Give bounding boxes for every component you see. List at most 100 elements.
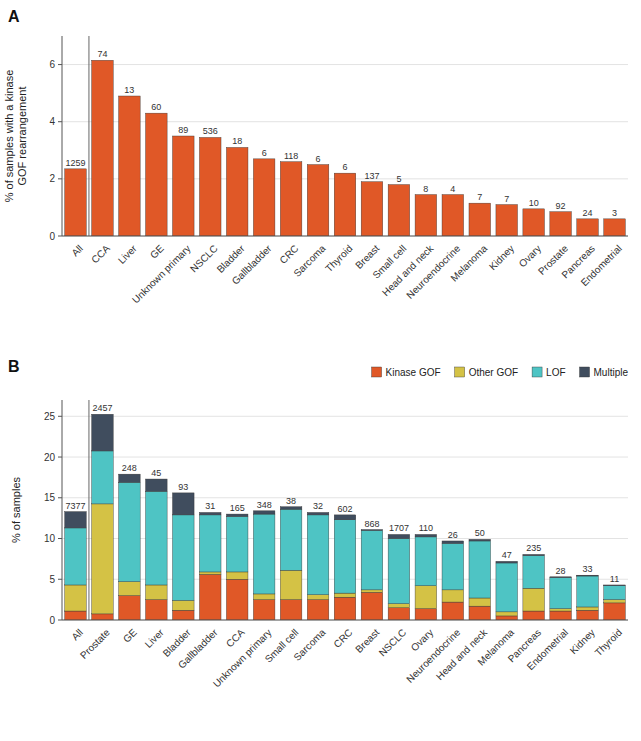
count-label: 8 xyxy=(423,184,428,194)
bar xyxy=(361,590,383,592)
bar xyxy=(253,514,275,594)
bar xyxy=(577,575,599,577)
count-label: 118 xyxy=(284,151,298,161)
category-label: CCA xyxy=(224,627,247,650)
count-label: 348 xyxy=(257,500,272,510)
tick-label: 20 xyxy=(44,452,56,463)
legend-label: Other GOF xyxy=(469,367,518,378)
bar xyxy=(442,602,464,620)
count-label: 868 xyxy=(364,519,379,529)
bar xyxy=(146,491,168,585)
bar xyxy=(496,563,518,612)
bar xyxy=(577,219,599,236)
count-label: 2457 xyxy=(92,403,112,413)
count-label: 24 xyxy=(583,208,593,218)
bar xyxy=(577,610,599,620)
count-label: 18 xyxy=(232,136,242,146)
bar xyxy=(92,60,114,236)
bar xyxy=(146,600,168,620)
count-label: 47 xyxy=(502,550,512,560)
separator xyxy=(88,36,89,236)
count-label: 7 xyxy=(504,194,509,204)
count-label: 6 xyxy=(342,162,347,172)
bar xyxy=(469,539,491,541)
count-label: 60 xyxy=(151,102,161,112)
category-label: NSCLC xyxy=(377,627,409,659)
bar xyxy=(280,570,302,599)
bar xyxy=(307,595,329,600)
tick-mark xyxy=(58,64,62,65)
count-label: 165 xyxy=(230,503,245,513)
count-label: 536 xyxy=(203,126,218,136)
grid-line xyxy=(62,236,628,237)
y-axis-label-line: % of samples with a kinase xyxy=(3,70,15,203)
bar xyxy=(415,586,437,609)
category-label: Liver xyxy=(143,626,167,650)
legend: Kinase GOFOther GOFLOFMultiple xyxy=(372,367,629,378)
count-label: 50 xyxy=(475,528,485,538)
bars xyxy=(65,414,626,620)
bar xyxy=(550,212,572,236)
category-label: Gallbladder xyxy=(230,242,274,286)
bar xyxy=(550,609,572,611)
bar xyxy=(604,219,626,236)
bar xyxy=(199,137,221,236)
bar xyxy=(577,576,599,607)
bar xyxy=(226,572,248,579)
bar xyxy=(65,585,87,611)
count-label: 602 xyxy=(337,504,352,514)
bar xyxy=(253,159,275,236)
bar xyxy=(604,603,626,620)
tick-label: 25 xyxy=(44,411,56,422)
bar xyxy=(173,136,195,236)
count-label: 33 xyxy=(583,564,593,574)
bar xyxy=(334,515,356,520)
bar xyxy=(253,511,275,514)
tick-mark xyxy=(58,538,62,539)
grid-line xyxy=(62,416,628,417)
bar xyxy=(92,504,114,614)
tick-mark xyxy=(58,236,62,237)
bar xyxy=(280,600,302,620)
grid-line xyxy=(62,620,628,621)
bar xyxy=(496,205,518,236)
count-label: 7377 xyxy=(65,501,85,511)
y-axis-label-line: GOF rearrangement xyxy=(16,86,28,185)
category-label: Prostate xyxy=(78,626,112,660)
bar xyxy=(469,606,491,620)
tick-label: 0 xyxy=(49,615,55,626)
legend-swatch xyxy=(455,367,465,377)
count-label: 28 xyxy=(556,566,566,576)
count-label: 110 xyxy=(419,523,433,533)
y-axis-line xyxy=(62,36,63,236)
count-label: 5 xyxy=(396,174,401,184)
count-label: 32 xyxy=(313,501,323,511)
count-label: 26 xyxy=(448,530,458,540)
bar xyxy=(119,582,141,596)
count-label: 11 xyxy=(610,574,619,584)
panel: 0510152025737724572484593311653483832602… xyxy=(8,358,628,690)
bar xyxy=(92,451,114,504)
count-label: 235 xyxy=(526,543,541,553)
bar xyxy=(388,185,410,236)
bar xyxy=(415,537,437,586)
count-label: 3 xyxy=(612,208,617,218)
count-label: 4 xyxy=(450,184,455,194)
bar xyxy=(173,515,195,601)
category-label: All xyxy=(69,243,85,259)
bar xyxy=(146,585,168,600)
bar xyxy=(173,493,195,515)
bar xyxy=(388,604,410,608)
bar xyxy=(334,597,356,620)
bar xyxy=(226,514,248,516)
bar xyxy=(334,593,356,597)
bar xyxy=(119,596,141,620)
x-axis-line xyxy=(62,236,628,237)
grid-line xyxy=(62,457,628,458)
bar xyxy=(442,543,464,589)
tick-mark xyxy=(58,178,62,179)
bar xyxy=(523,611,545,620)
bar xyxy=(361,182,383,236)
legend-label: LOF xyxy=(546,367,565,378)
category-label: GE xyxy=(148,242,166,260)
